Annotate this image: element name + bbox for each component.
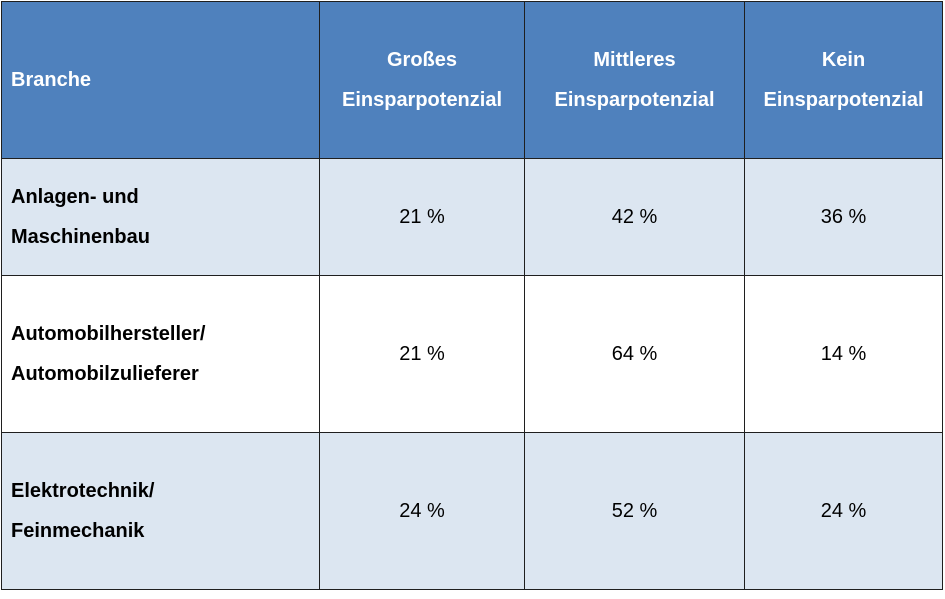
header-kein-einsparpotenzial: Kein Einsparpotenzial (744, 1, 943, 159)
cell-kein: 24 % (744, 432, 943, 590)
header-branche: Branche (1, 1, 320, 159)
cell-mittleres: 52 % (524, 432, 745, 590)
row-label: Anlagen- und Maschinenbau (1, 158, 320, 276)
cell-mittleres: 42 % (524, 158, 745, 276)
cell-kein: 36 % (744, 158, 943, 276)
cell-grosses: 24 % (319, 432, 525, 590)
cell-grosses: 21 % (319, 158, 525, 276)
header-row: Branche Großes Einsparpotenzial Mittlere… (1, 1, 943, 159)
row-label: Automobilhersteller/ Automobilzulieferer (1, 275, 320, 433)
header-grosses-einsparpotenzial: Großes Einsparpotenzial (319, 1, 525, 159)
table-row: Automobilhersteller/ Automobilzulieferer… (1, 275, 943, 433)
cell-grosses: 21 % (319, 275, 525, 433)
row-label: Elektrotechnik/ Feinmechanik (1, 432, 320, 590)
table-row: Elektrotechnik/ Feinmechanik 24 % 52 % 2… (1, 432, 943, 590)
cell-kein: 14 % (744, 275, 943, 433)
header-mittleres-einsparpotenzial: Mittleres Einsparpotenzial (524, 1, 745, 159)
table-row: Anlagen- und Maschinenbau 21 % 42 % 36 % (1, 158, 943, 276)
cell-mittleres: 64 % (524, 275, 745, 433)
